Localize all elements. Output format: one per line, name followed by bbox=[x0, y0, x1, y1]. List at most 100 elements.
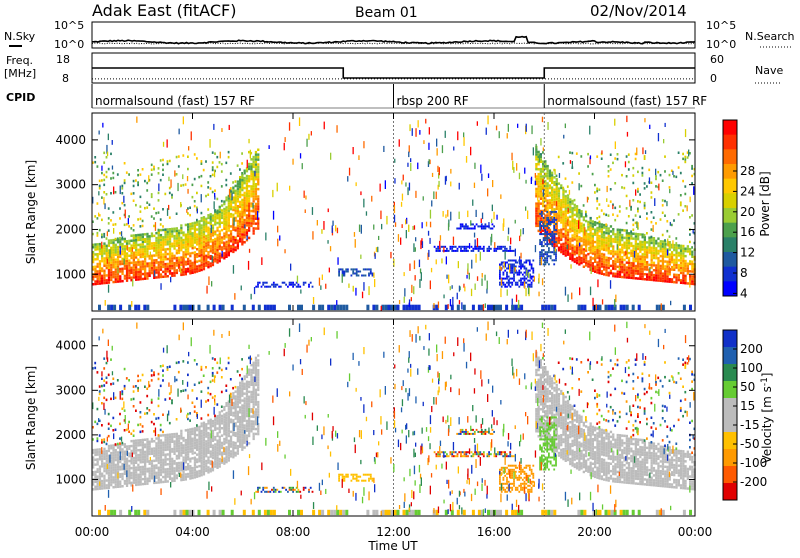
range-gate-cell bbox=[135, 466, 137, 469]
range-gate-cell bbox=[169, 441, 171, 444]
range-gate-cell bbox=[619, 263, 621, 266]
range-gate-cell bbox=[187, 236, 189, 239]
range-gate-cell bbox=[583, 238, 585, 241]
range-gate-cell bbox=[342, 268, 344, 270]
range-gate-cell bbox=[562, 201, 564, 204]
range-gate-cell bbox=[251, 294, 252, 300]
range-gate-cell bbox=[574, 248, 576, 251]
range-gate-cell bbox=[601, 255, 603, 257]
range-gate-cell bbox=[592, 235, 594, 238]
range-gate-cell bbox=[237, 208, 239, 211]
range-gate-cell bbox=[394, 215, 395, 223]
range-gate-cell bbox=[569, 221, 571, 224]
range-gate-cell bbox=[103, 272, 105, 275]
range-gate-cell bbox=[576, 245, 578, 248]
range-gate-cell bbox=[164, 480, 166, 483]
range-gate-cell bbox=[246, 175, 248, 178]
range-gate-cell bbox=[137, 234, 139, 237]
range-gate-cell bbox=[214, 201, 215, 209]
range-gate-cell bbox=[478, 305, 481, 310]
range-gate-cell bbox=[590, 259, 592, 262]
range-gate-cell bbox=[626, 207, 628, 210]
range-gate-cell bbox=[450, 182, 451, 187]
range-gate-cell bbox=[126, 463, 128, 466]
range-gate-cell bbox=[228, 207, 230, 210]
range-gate-cell bbox=[572, 161, 573, 169]
range-gate-cell bbox=[596, 188, 598, 191]
range-gate-cell bbox=[380, 184, 381, 192]
range-gate-cell bbox=[219, 245, 221, 248]
range-gate-cell bbox=[130, 457, 132, 460]
range-gate-cell bbox=[187, 263, 189, 266]
range-gate-cell bbox=[119, 473, 121, 476]
range-gate-cell bbox=[419, 279, 420, 288]
range-gate-cell bbox=[354, 268, 356, 270]
range-gate-cell bbox=[596, 249, 598, 252]
range-gate-cell bbox=[390, 252, 391, 258]
range-gate-cell bbox=[590, 234, 592, 237]
range-gate-cell bbox=[483, 228, 485, 230]
range-gate-cell bbox=[228, 222, 230, 225]
range-gate-cell bbox=[552, 233, 554, 235]
range-gate-cell bbox=[248, 190, 250, 193]
range-gate-cell bbox=[664, 260, 666, 263]
range-gate-cell bbox=[651, 182, 653, 185]
range-gate-cell bbox=[203, 219, 205, 222]
range-gate-cell bbox=[192, 242, 194, 245]
range-gate-cell bbox=[560, 231, 562, 234]
range-gate-cell bbox=[128, 470, 130, 473]
range-gate-cell bbox=[333, 305, 336, 310]
range-gate-cell bbox=[171, 196, 173, 199]
range-gate-cell bbox=[551, 191, 553, 194]
range-gate-cell bbox=[576, 227, 578, 230]
range-gate-cell bbox=[189, 223, 191, 226]
range-gate-cell bbox=[207, 241, 209, 244]
range-gate-cell bbox=[562, 213, 564, 216]
range-gate-cell bbox=[619, 244, 621, 247]
range-gate-cell bbox=[594, 261, 596, 264]
range-gate-cell bbox=[136, 117, 137, 123]
range-gate-cell bbox=[167, 139, 168, 147]
range-gate-cell bbox=[137, 259, 139, 262]
range-gate-cell bbox=[657, 171, 659, 174]
range-gate-cell bbox=[541, 253, 543, 255]
range-gate-cell bbox=[447, 210, 448, 217]
range-gate-cell bbox=[198, 245, 200, 248]
range-gate-cell bbox=[169, 235, 171, 238]
range-gate-cell bbox=[666, 256, 668, 259]
range-gate-cell bbox=[246, 192, 248, 195]
range-gate-cell bbox=[531, 286, 533, 288]
range-gate-cell bbox=[149, 475, 151, 478]
range-gate-cell bbox=[273, 286, 275, 288]
range-gate-cell bbox=[327, 305, 330, 310]
range-gate-cell bbox=[158, 471, 160, 474]
range-gate-cell bbox=[162, 374, 164, 377]
range-gate-cell bbox=[644, 158, 646, 161]
range-gate-cell bbox=[130, 477, 132, 480]
range-gate-cell bbox=[504, 262, 505, 269]
range-gate-cell bbox=[255, 286, 257, 288]
range-gate-cell bbox=[547, 170, 549, 173]
range-gate-cell bbox=[207, 186, 209, 189]
range-gate-cell bbox=[556, 225, 558, 228]
range-gate-cell bbox=[140, 266, 142, 269]
range-gate-cell bbox=[182, 459, 184, 462]
range-gate-cell bbox=[162, 159, 164, 162]
range-gate-cell bbox=[639, 255, 641, 258]
range-gate-cell bbox=[565, 244, 567, 247]
range-gate-cell bbox=[610, 188, 612, 191]
range-gate-cell bbox=[653, 225, 654, 232]
range-gate-cell bbox=[110, 472, 112, 475]
range-gate-cell bbox=[221, 241, 223, 244]
range-gate-cell bbox=[255, 156, 257, 159]
range-gate-cell bbox=[110, 464, 112, 467]
range-gate-cell bbox=[128, 259, 130, 262]
range-gate-cell bbox=[115, 471, 117, 474]
range-gate-cell bbox=[124, 277, 126, 280]
range-gate-cell bbox=[680, 245, 682, 248]
range-gate-cell bbox=[682, 260, 684, 263]
range-gate-cell bbox=[128, 240, 130, 243]
range-gate-cell bbox=[246, 180, 248, 183]
range-gate-cell bbox=[555, 229, 557, 231]
range-gate-cell bbox=[155, 212, 157, 215]
